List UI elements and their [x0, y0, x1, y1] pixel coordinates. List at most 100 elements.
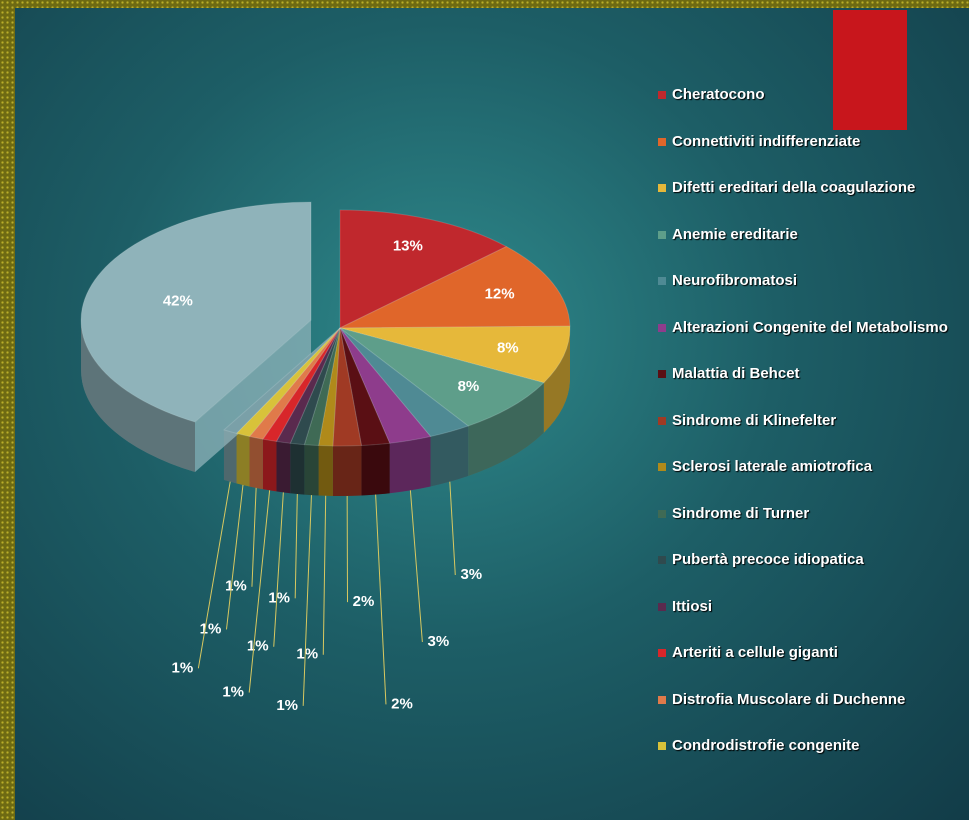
- slice-side: [262, 439, 277, 492]
- slice-side: [304, 444, 319, 496]
- leader-line: [273, 492, 284, 647]
- legend-swatch: [658, 463, 666, 471]
- slice: [261, 327, 341, 442]
- value-label: 42%: [163, 293, 193, 310]
- value-label: 1%: [296, 646, 318, 663]
- slice-side: [236, 433, 250, 487]
- legend-swatch: [658, 370, 666, 378]
- leader-line: [197, 481, 231, 669]
- legend-swatch: [658, 184, 666, 192]
- legend-label: Arteriti a cellule giganti: [672, 644, 838, 661]
- slice-side-shade: [262, 439, 277, 492]
- pie-chart: 13% 12% 8% 8% 3% 3% 2% 2% 1% 1% 1% 1% 1% 1% 1% 1% 42%: [80, 201, 571, 714]
- slice-side: [389, 436, 431, 494]
- legend-label: Sclerosi laterale amiotrofica: [672, 458, 873, 475]
- legend-swatch: [658, 556, 666, 564]
- slice: [339, 325, 571, 384]
- slice-side: [249, 436, 263, 490]
- value-label: 8%: [458, 378, 480, 395]
- leader-line: [248, 490, 271, 693]
- legend-item: Ittiosi: [658, 598, 962, 616]
- leader-line: [294, 493, 298, 599]
- legend-swatch: [658, 230, 666, 239]
- legend-swatch: [658, 742, 666, 750]
- legend-swatch: [658, 323, 666, 332]
- legend-label: Condrodistrofie congenite: [672, 737, 860, 754]
- legend-swatch: [658, 137, 666, 146]
- value-label: 2%: [391, 695, 413, 712]
- slice: [339, 209, 508, 329]
- slice-side: [290, 443, 305, 495]
- slice-side-shade: [430, 425, 469, 487]
- slice: [339, 327, 432, 444]
- slice-sides: [81, 320, 570, 496]
- value-label: 2%: [353, 593, 375, 610]
- slice: [248, 327, 341, 440]
- slice-side-shade: [468, 382, 544, 476]
- slice-side-shade: [543, 328, 570, 433]
- legend-item: Alterazioni Congenite del Metabolismo: [658, 319, 962, 337]
- legend-label: Anemie ereditarie: [672, 225, 798, 243]
- slice-side: [430, 425, 469, 487]
- slice-side: [318, 445, 333, 496]
- legend-item: Difetti ereditari della coagulazione: [658, 179, 962, 197]
- leader-line: [375, 494, 387, 705]
- legend-swatch: [658, 277, 666, 285]
- slice-side-shade: [249, 436, 263, 490]
- slice: [339, 327, 545, 427]
- leader-line: [225, 484, 244, 630]
- slice-side: [468, 382, 544, 476]
- legend-label: Alterazioni Congenite del Metabolismo: [672, 318, 948, 336]
- leader-line: [409, 490, 423, 643]
- slice: [80, 201, 312, 423]
- slice-side-shade: [332, 445, 362, 496]
- legend-label: Difetti ereditari della coagulazione: [672, 179, 916, 196]
- leader-line: [449, 481, 456, 576]
- slice: [235, 327, 341, 438]
- slice: [222, 327, 341, 434]
- legend-label: Malattia di Behcet: [672, 365, 800, 382]
- value-label: 8%: [497, 339, 519, 356]
- slice: [339, 327, 391, 447]
- legend-label: Sindrome di Klinefelter: [672, 411, 837, 429]
- value-label: 1%: [276, 697, 298, 714]
- legend-swatch: [658, 91, 666, 99]
- slice: [332, 327, 363, 447]
- legend-item: Sindrome di Klinefelter: [658, 412, 962, 430]
- legend-item: Pubertà precoce idiopatica: [658, 551, 962, 569]
- legend-item: Distrofia Muscolare di Duchenne: [658, 691, 962, 709]
- slice-tops: [80, 201, 571, 447]
- legend-item: Anemie ereditarie: [658, 226, 962, 244]
- value-label: 1%: [225, 578, 247, 595]
- legend-item: Malattia di Behcet: [658, 365, 962, 383]
- value-label: 1%: [268, 589, 290, 606]
- slice-side: [361, 443, 390, 496]
- legend-swatch: [658, 602, 666, 611]
- value-label: 1%: [200, 620, 222, 637]
- legend-item: Cheratocono: [658, 86, 962, 104]
- legend-item: Arteriti a cellule giganti: [658, 644, 962, 662]
- legend-label: Pubertà precoce idiopatica: [672, 551, 864, 568]
- slice-side-shade: [389, 436, 431, 494]
- legend-label: Ittiosi: [672, 597, 712, 615]
- decoration-bar: [833, 10, 907, 130]
- slice: [317, 327, 341, 447]
- legend-swatch: [658, 416, 666, 425]
- legend-item: Connettiviti indifferenziate: [658, 133, 962, 151]
- legend-swatch: [658, 509, 666, 518]
- value-label: 12%: [485, 285, 515, 302]
- leader-line: [322, 495, 327, 655]
- slice-side-shade: [236, 433, 250, 487]
- slice-side-shade: [304, 444, 319, 496]
- legend-item: Condrodistrofie congenite: [658, 737, 962, 755]
- slice-side-shade: [361, 443, 390, 496]
- slice-side: [543, 328, 570, 433]
- slice-side-shade: [290, 443, 305, 495]
- leader-line: [302, 495, 312, 706]
- slice: [339, 245, 571, 329]
- leader-line: [251, 487, 257, 587]
- legend-swatch: [658, 649, 666, 657]
- legend-label: Connettiviti indifferenziate: [672, 132, 861, 150]
- slice-cut: [195, 320, 312, 473]
